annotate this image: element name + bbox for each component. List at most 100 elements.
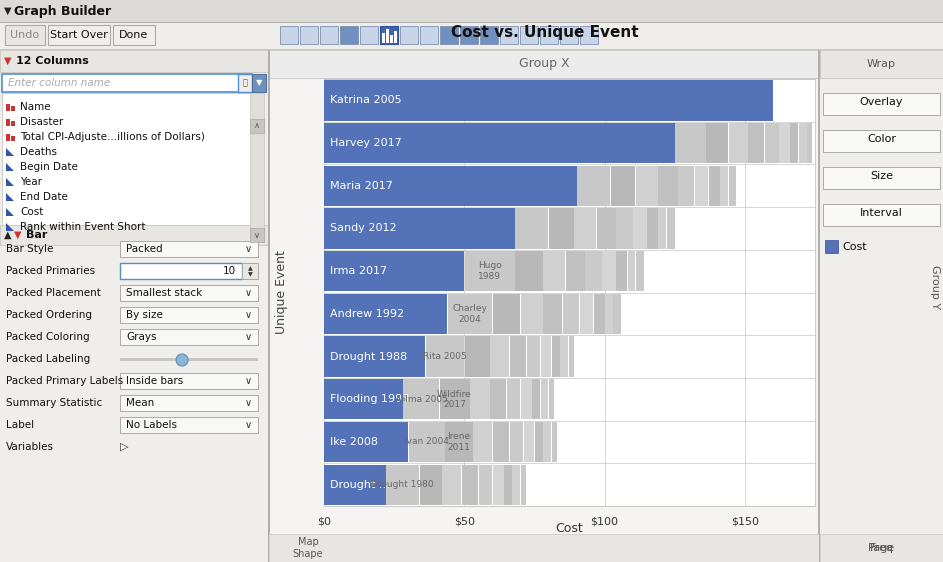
Text: Start Over: Start Over — [50, 30, 108, 40]
Bar — [627, 251, 636, 291]
Text: Packed Primaries: Packed Primaries — [6, 266, 95, 276]
Polygon shape — [6, 208, 14, 216]
Bar — [0, 50, 268, 72]
Text: Group X: Group X — [519, 57, 570, 70]
Bar — [269, 50, 819, 78]
Bar — [779, 123, 789, 163]
Text: Hugo
1989: Hugo 1989 — [478, 261, 502, 281]
Bar — [526, 337, 540, 377]
Text: Cost: Cost — [20, 207, 43, 217]
Bar — [386, 29, 389, 43]
Bar — [540, 337, 552, 377]
Bar — [820, 534, 943, 562]
Bar — [552, 422, 557, 462]
Bar — [493, 422, 509, 462]
Bar — [113, 25, 155, 45]
Bar — [540, 26, 558, 44]
Bar — [120, 358, 258, 361]
Bar — [0, 225, 268, 245]
Bar — [269, 50, 270, 534]
Bar — [380, 26, 398, 44]
Bar — [500, 26, 518, 44]
Text: Rita 2005: Rita 2005 — [422, 352, 467, 361]
Bar — [820, 50, 943, 78]
Bar — [340, 26, 358, 44]
Bar — [420, 26, 438, 44]
Text: Drought 1980: Drought 1980 — [372, 480, 434, 489]
Bar — [250, 228, 264, 242]
Bar — [543, 422, 552, 462]
Text: Packed Ordering: Packed Ordering — [6, 310, 92, 320]
Bar — [543, 294, 562, 334]
Bar — [120, 307, 258, 323]
Bar — [580, 26, 598, 44]
Text: Variables: Variables — [6, 442, 54, 452]
Bar — [324, 80, 773, 120]
Bar — [360, 26, 378, 44]
Text: ∨: ∨ — [244, 420, 252, 430]
Text: Wilma 2005: Wilma 2005 — [394, 395, 448, 404]
Bar — [560, 26, 578, 44]
Text: Ike 2008: Ike 2008 — [330, 437, 378, 447]
Text: Charley
2004: Charley 2004 — [453, 304, 488, 324]
Bar — [540, 379, 549, 419]
Bar — [382, 33, 385, 43]
Polygon shape — [6, 178, 14, 186]
Bar — [6, 119, 10, 126]
Bar — [268, 50, 269, 562]
Text: Summary Statistic: Summary Statistic — [6, 398, 102, 408]
Bar — [675, 123, 705, 163]
Bar — [11, 136, 15, 141]
Bar — [120, 241, 258, 257]
Text: Irene
2011: Irene 2011 — [447, 432, 471, 452]
Text: Overlay: Overlay — [860, 97, 903, 107]
Bar — [633, 209, 647, 248]
Bar — [420, 465, 442, 505]
Text: Unique Event: Unique Event — [274, 251, 288, 334]
Bar — [706, 123, 728, 163]
Bar — [563, 294, 579, 334]
Bar — [480, 26, 498, 44]
Text: Interval: Interval — [860, 208, 903, 218]
Bar — [448, 294, 492, 334]
Text: ∨: ∨ — [244, 398, 252, 408]
Bar — [490, 337, 509, 377]
Bar — [678, 166, 694, 206]
Bar — [324, 294, 447, 334]
Bar — [0, 49, 943, 50]
Bar — [120, 329, 258, 345]
Bar — [566, 251, 585, 291]
Bar — [300, 26, 318, 44]
Bar — [6, 104, 10, 111]
Bar — [521, 465, 526, 505]
Polygon shape — [6, 193, 14, 201]
Text: Ivan 2004: Ivan 2004 — [404, 437, 449, 446]
Text: ∨: ∨ — [244, 376, 252, 386]
Bar — [11, 106, 15, 111]
Text: Enter column name: Enter column name — [8, 78, 110, 88]
Bar — [0, 0, 943, 22]
Bar — [617, 209, 633, 248]
Polygon shape — [6, 163, 14, 171]
Text: Inside bars: Inside bars — [126, 376, 183, 386]
Bar — [493, 294, 521, 334]
Bar — [720, 166, 728, 206]
Text: ∨: ∨ — [244, 288, 252, 298]
Bar — [636, 251, 644, 291]
Text: 10: 10 — [223, 266, 236, 276]
Text: Andrew 1992: Andrew 1992 — [330, 309, 405, 319]
Text: Wildfire
2017: Wildfire 2017 — [438, 389, 472, 409]
Text: Grays: Grays — [126, 332, 157, 342]
Bar — [569, 337, 573, 377]
Bar — [820, 50, 943, 562]
Text: ∨: ∨ — [244, 244, 252, 254]
Bar — [48, 25, 110, 45]
Bar — [647, 209, 658, 248]
Text: Cost: Cost — [555, 522, 584, 534]
Text: Bar: Bar — [26, 230, 47, 240]
Bar — [818, 50, 819, 534]
Text: Begin Date: Begin Date — [20, 162, 78, 172]
Bar — [729, 123, 748, 163]
Text: ▲: ▲ — [248, 266, 253, 271]
Text: Cost vs. Unique Event: Cost vs. Unique Event — [451, 25, 638, 39]
